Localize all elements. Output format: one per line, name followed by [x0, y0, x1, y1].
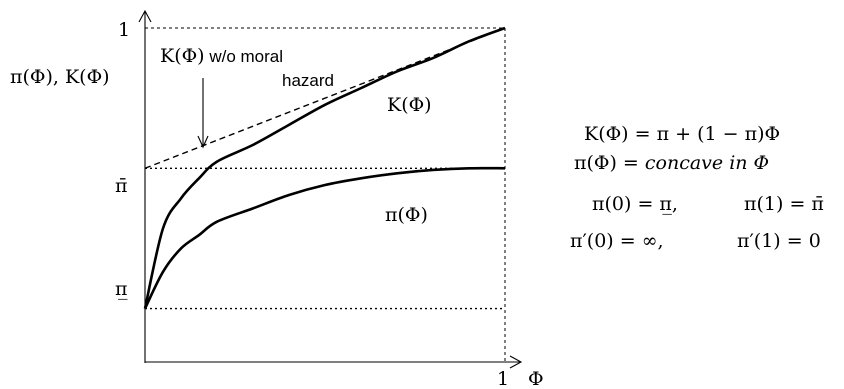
- annotation-k-math: K(Φ): [160, 45, 205, 67]
- y-axis-arrow: [138, 9, 152, 23]
- annotation-hazard: hazard: [282, 71, 334, 90]
- y-tick-label-pi-low: π̲: [115, 278, 128, 300]
- x-axis-label: Φ: [528, 368, 544, 389]
- annotation-arrow-head: [197, 135, 209, 149]
- equation-pi-concave-rhs: concave in Φ: [645, 152, 769, 174]
- x-tick-label-one: 1: [497, 368, 509, 389]
- equation-pi-at-zero: π(0) = π̲,: [592, 193, 678, 215]
- y-tick-label-one: 1: [118, 19, 130, 41]
- equation-pi-at-one: π(1) = π̄: [744, 193, 824, 215]
- series-line-2: [143, 166, 506, 310]
- series-line-1: [143, 26, 506, 309]
- annotation-k-without-moral-hazard: K(Φ) w/o moral: [160, 45, 283, 67]
- y-tick-label-pi-bar: π̄: [115, 175, 128, 197]
- equation-pi-concave-lhs: π(Φ) =: [574, 152, 645, 174]
- series-layer: [143, 26, 506, 310]
- y-axis-label: π(Φ), K(Φ): [10, 66, 110, 88]
- x-axis-arrow: [509, 355, 523, 369]
- curve-label-pi: π(Φ): [385, 204, 428, 226]
- equation-pi-prime-at-one: π′(1) = 0: [737, 230, 821, 252]
- annotation-wo-moral: w/o moral: [205, 47, 283, 66]
- equation-pi-concave: π(Φ) = concave in Φ: [574, 152, 769, 174]
- curve-label-k: K(Φ): [387, 94, 432, 116]
- equation-k-definition: K(Φ) = π + (1 − π)Φ: [584, 123, 780, 145]
- equation-pi-prime-at-zero: π′(0) = ∞,: [570, 230, 664, 252]
